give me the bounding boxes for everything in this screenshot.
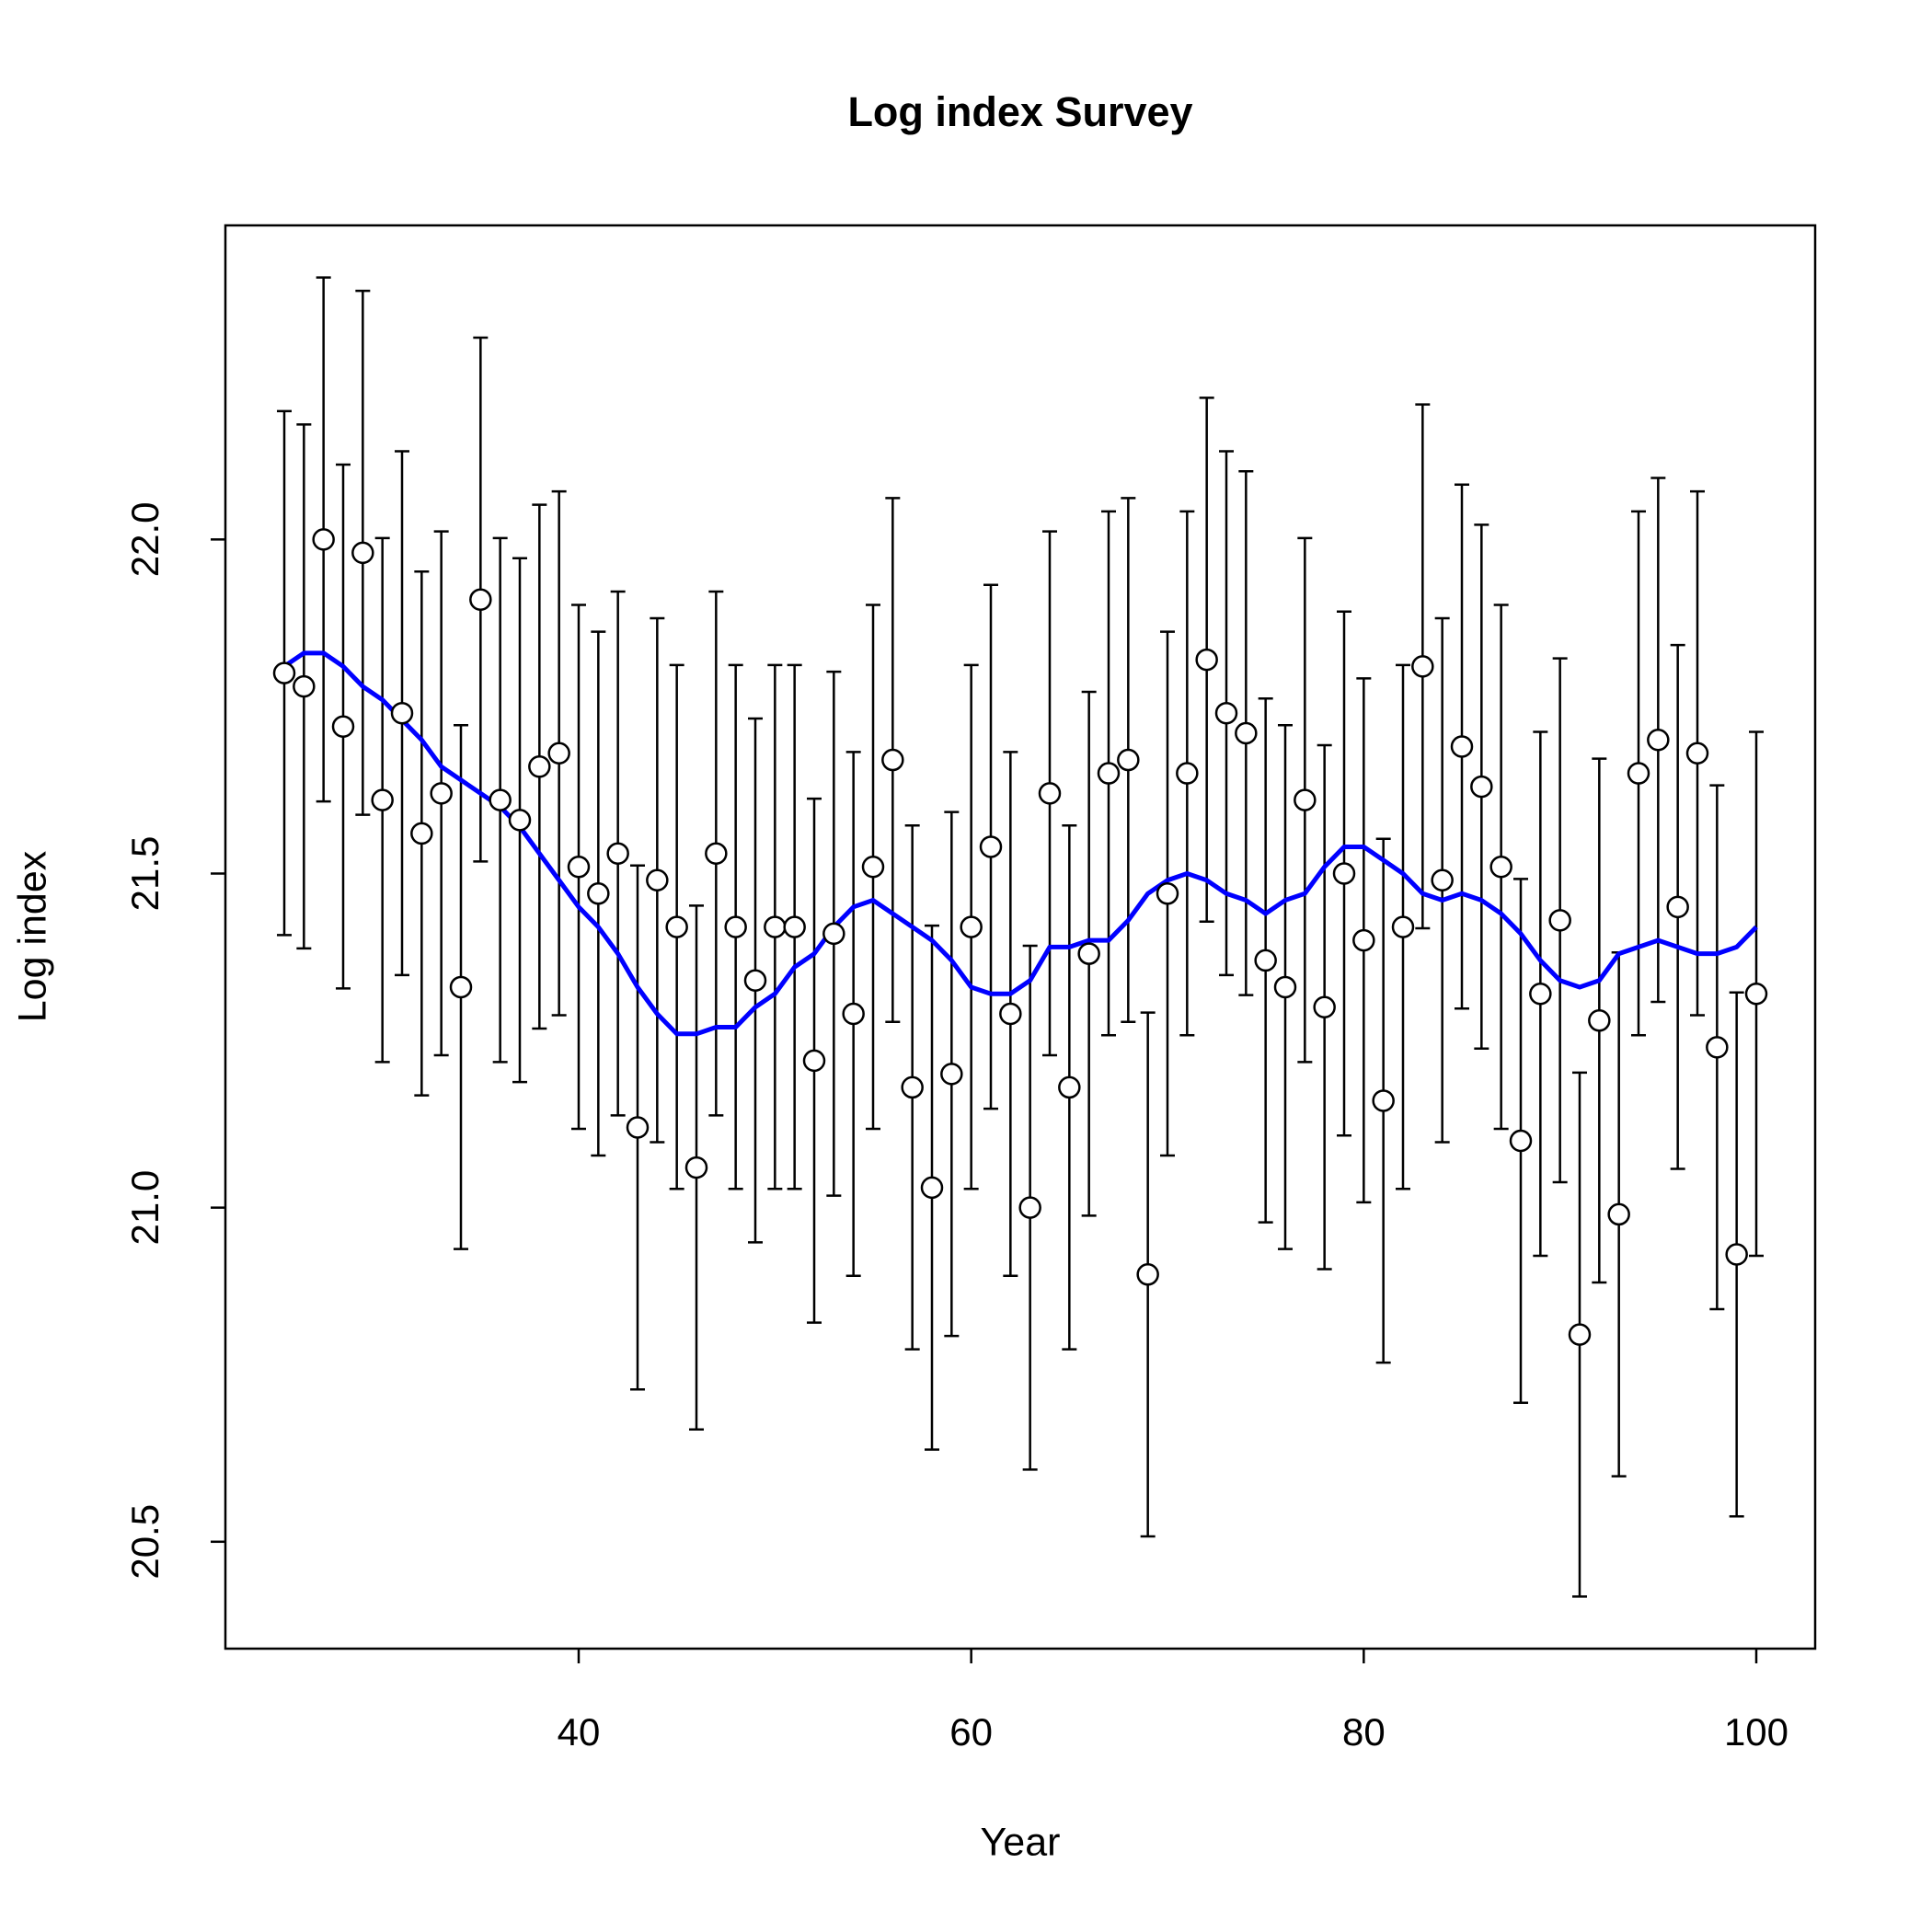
point: [861, 855, 885, 879]
point: [606, 842, 629, 865]
y-tick-label: 20.5: [123, 1504, 167, 1580]
point: [724, 915, 747, 938]
x-axis-label: Year: [981, 1820, 1061, 1864]
point: [489, 788, 512, 811]
point: [508, 809, 532, 832]
point: [802, 1049, 826, 1073]
point: [1254, 949, 1277, 972]
point: [1077, 942, 1100, 965]
point: [331, 715, 355, 738]
point: [1509, 1129, 1533, 1153]
point: [469, 588, 492, 611]
point: [764, 915, 787, 938]
point: [1117, 748, 1140, 772]
point: [293, 674, 316, 698]
point: [842, 1002, 865, 1026]
point: [1176, 762, 1199, 785]
point: [822, 922, 845, 946]
point: [999, 1002, 1022, 1026]
x-tick-label: 80: [1342, 1710, 1386, 1754]
point: [881, 748, 904, 772]
point: [1431, 868, 1454, 892]
point: [1627, 762, 1650, 785]
point: [705, 842, 728, 865]
point: [940, 1063, 963, 1086]
point: [567, 855, 591, 879]
point: [783, 915, 806, 938]
y-tick-label: 22.0: [123, 501, 167, 577]
point: [1411, 655, 1434, 678]
point: [1725, 1243, 1748, 1266]
point: [1332, 862, 1356, 885]
point: [960, 915, 983, 938]
point: [646, 868, 669, 892]
x-tick-label: 40: [558, 1710, 601, 1754]
point: [1273, 975, 1297, 999]
point: [901, 1075, 924, 1099]
point: [1489, 855, 1512, 879]
point: [1038, 782, 1062, 805]
point: [587, 882, 610, 905]
point: [1647, 728, 1670, 752]
chart-title: Log index Survey: [847, 88, 1192, 135]
y-tick-label: 21.0: [123, 1170, 167, 1246]
point: [1470, 775, 1493, 799]
point: [1685, 742, 1709, 765]
point: [1058, 1075, 1081, 1099]
point: [626, 1116, 650, 1139]
point: [1294, 788, 1317, 811]
point: [1195, 648, 1218, 672]
x-tick-label: 100: [1724, 1710, 1788, 1754]
point: [430, 782, 453, 805]
point: [1018, 1196, 1041, 1219]
point: [312, 528, 335, 551]
point: [1450, 735, 1474, 758]
point: [1588, 1009, 1611, 1032]
point: [920, 1176, 944, 1200]
point: [1529, 982, 1552, 1006]
point: [743, 969, 767, 992]
point: [684, 1156, 708, 1179]
fit-line: [282, 650, 1758, 1037]
point: [1706, 1036, 1729, 1059]
point: [390, 701, 414, 725]
point: [1744, 982, 1768, 1006]
point: [371, 788, 394, 811]
point: [1352, 928, 1375, 952]
point: [449, 975, 473, 999]
plot-frame: [224, 224, 1817, 1650]
point: [272, 661, 296, 684]
point: [1666, 895, 1689, 919]
point: [351, 541, 374, 565]
point: [1156, 882, 1179, 905]
x-tick-label: 60: [949, 1710, 993, 1754]
point: [1607, 1202, 1630, 1226]
point: [547, 742, 570, 765]
point: [528, 755, 551, 778]
point: [1548, 909, 1571, 932]
y-axis-label: Log index: [10, 850, 54, 1022]
point: [1568, 1323, 1592, 1346]
point: [1372, 1089, 1395, 1112]
point: [1097, 762, 1121, 785]
point: [1214, 701, 1238, 725]
point: [1313, 995, 1336, 1019]
point: [979, 835, 1003, 858]
point: [1235, 721, 1258, 745]
point: [1136, 1263, 1159, 1286]
point: [410, 822, 433, 845]
point: [665, 915, 688, 938]
point: [1391, 915, 1415, 938]
y-tick-label: 21.5: [123, 836, 167, 912]
